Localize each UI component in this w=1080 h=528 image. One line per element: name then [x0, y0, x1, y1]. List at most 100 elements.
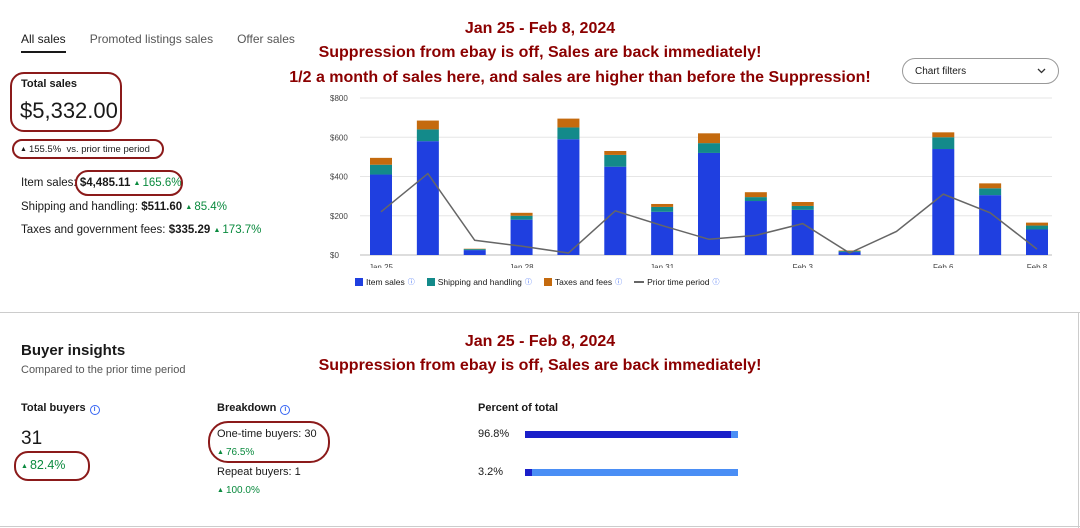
- legend-item-sales[interactable]: Item sales ⓘ: [355, 277, 415, 287]
- y-tick-label: $200: [330, 212, 348, 221]
- x-tick-label: Jan 31: [650, 263, 675, 268]
- up-triangle-icon: ▲: [213, 227, 221, 234]
- bar-taxes: [698, 133, 720, 144]
- bar-item-sales: [557, 139, 580, 255]
- taxes-label: Taxes and government fees:: [21, 224, 166, 236]
- chart-legend: Item sales ⓘ Shipping and handling ⓘ Tax…: [355, 277, 719, 287]
- section-divider: [0, 312, 1080, 313]
- bar-taxes: [604, 150, 627, 155]
- up-triangle-icon: ▲: [20, 146, 27, 153]
- bar-shipping: [932, 137, 955, 150]
- frame-edge: [0, 526, 1080, 527]
- bar-shipping: [979, 188, 1002, 196]
- bar-item-sales: [744, 201, 767, 255]
- total-buyers-change: ▲ 82.4%: [21, 458, 65, 472]
- taxes-pct: 173.7%: [222, 224, 262, 236]
- legend-taxes[interactable]: Taxes and fees ⓘ: [543, 277, 622, 287]
- chart-filters-dropdown[interactable]: Chart filters: [902, 58, 1059, 84]
- x-tick-label: Jan 28: [510, 263, 535, 268]
- repeat-buyers-change: ▲ 100.0%: [217, 485, 260, 496]
- legend-shipping[interactable]: Shipping and handling ⓘ: [426, 277, 532, 287]
- sales-tabs: All sales Promoted listings sales Offer …: [21, 32, 295, 53]
- taxes-row: Taxes and government fees: $335.29 ▲ 173.…: [21, 224, 261, 236]
- info-icon[interactable]: i: [89, 405, 100, 415]
- bar-item-sales: [1026, 229, 1048, 255]
- tab-promoted-listings-sales[interactable]: Promoted listings sales: [89, 32, 214, 46]
- bar-taxes: [932, 132, 955, 138]
- item-sales-label: Item sales:: [21, 177, 77, 189]
- shipping-pct: 85.4%: [194, 201, 227, 213]
- annotation-message-top-2: 1/2 a month of sales here, and sales are…: [289, 69, 871, 86]
- bar-taxes: [557, 118, 580, 128]
- total-buyers-label: Total buyers: [21, 402, 86, 414]
- one-time-buyers-label: One-time buyers: 30: [217, 428, 317, 440]
- repeat-share-fill: [525, 469, 532, 476]
- annotation-date-top: Jan 25 - Feb 8, 2024: [464, 20, 616, 37]
- bar-item-sales: [370, 174, 392, 255]
- bar-taxes: [510, 212, 533, 216]
- bar-taxes: [651, 203, 674, 207]
- bar-item-sales: [698, 152, 720, 255]
- y-tick-label: $0: [330, 251, 339, 260]
- bar-shipping: [416, 129, 439, 142]
- bar-shipping: [744, 197, 767, 202]
- annotation-date-bottom: Jan 25 - Feb 8, 2024: [464, 333, 616, 350]
- one-time-share-label: 96.8%: [478, 428, 510, 440]
- bar-taxes: [979, 183, 1002, 189]
- shipping-value: $511.60: [141, 201, 183, 213]
- taxes-value: $335.29: [168, 224, 211, 236]
- bar-taxes: [744, 192, 767, 198]
- bar-taxes: [370, 157, 392, 165]
- bar-taxes: [838, 250, 861, 252]
- total-sales-label: Total sales: [21, 78, 78, 90]
- tab-offer-sales[interactable]: Offer sales: [237, 32, 295, 46]
- bar-item-sales: [932, 149, 955, 255]
- repeat-share-label: 3.2%: [478, 466, 504, 478]
- highlight-circle-buyers: [14, 451, 90, 481]
- total-buyers-heading: Total buyers i: [21, 402, 100, 415]
- highlight-circle-breakdown: [208, 421, 330, 463]
- bar-item-sales: [791, 209, 814, 255]
- total-change: ▲ 155.5% vs. prior time period: [20, 144, 150, 155]
- highlight-circle-total: [10, 72, 122, 132]
- one-time-share-bar: [525, 431, 738, 438]
- one-time-buyers-pct: 76.5%: [225, 447, 255, 458]
- bar-item-sales: [510, 219, 533, 255]
- bar-shipping: [651, 206, 674, 212]
- up-triangle-icon: ▲: [217, 487, 224, 494]
- bar-taxes: [791, 202, 814, 206]
- breakdown-label: Breakdown: [217, 402, 277, 414]
- sales-chart: $0 $200 $400 $600 $800 Jan 25 Jan 28 Jan 31 Feb …: [330, 94, 1052, 268]
- chevron-down-icon: [1037, 66, 1046, 77]
- up-triangle-icon: ▲: [133, 180, 141, 187]
- legend-prior[interactable]: Prior time period ⓘ: [634, 277, 719, 287]
- buyer-insights-subtitle: Compared to the prior time period: [21, 364, 186, 376]
- item-sales-value: $4,485.11: [79, 177, 131, 189]
- repeat-buyers-label: Repeat buyers: 1: [217, 466, 301, 478]
- buyer-insights-title: Buyer insights: [21, 342, 126, 359]
- bar-shipping: [698, 143, 720, 153]
- tab-all-sales[interactable]: All sales: [21, 32, 66, 53]
- bar-item-sales: [416, 141, 439, 255]
- bar-shipping: [557, 127, 580, 140]
- x-tick-label: Feb 3: [792, 263, 813, 268]
- repeat-buyers-pct: 100.0%: [225, 485, 260, 496]
- x-tick-label: Jan 25: [369, 263, 394, 268]
- bar-shipping: [604, 154, 627, 167]
- up-triangle-icon: ▲: [21, 463, 28, 470]
- highlight-circle-change: [12, 139, 164, 159]
- info-icon[interactable]: i: [280, 405, 291, 415]
- bar-taxes: [1026, 222, 1048, 226]
- annotation-message-bottom: Suppression from ebay is off, Sales are …: [318, 357, 762, 374]
- bar-shipping: [370, 164, 392, 175]
- bar-shipping: [510, 215, 533, 220]
- bar-taxes: [416, 120, 439, 130]
- bar-shipping: [838, 251, 861, 253]
- shipping-label: Shipping and handling:: [21, 201, 139, 213]
- frame-edge: [1078, 312, 1079, 528]
- y-tick-label: $600: [330, 133, 348, 142]
- total-change-pct: 155.5%: [28, 144, 62, 155]
- percent-total-heading: Percent of total: [478, 402, 559, 414]
- bar-shipping: [463, 249, 486, 251]
